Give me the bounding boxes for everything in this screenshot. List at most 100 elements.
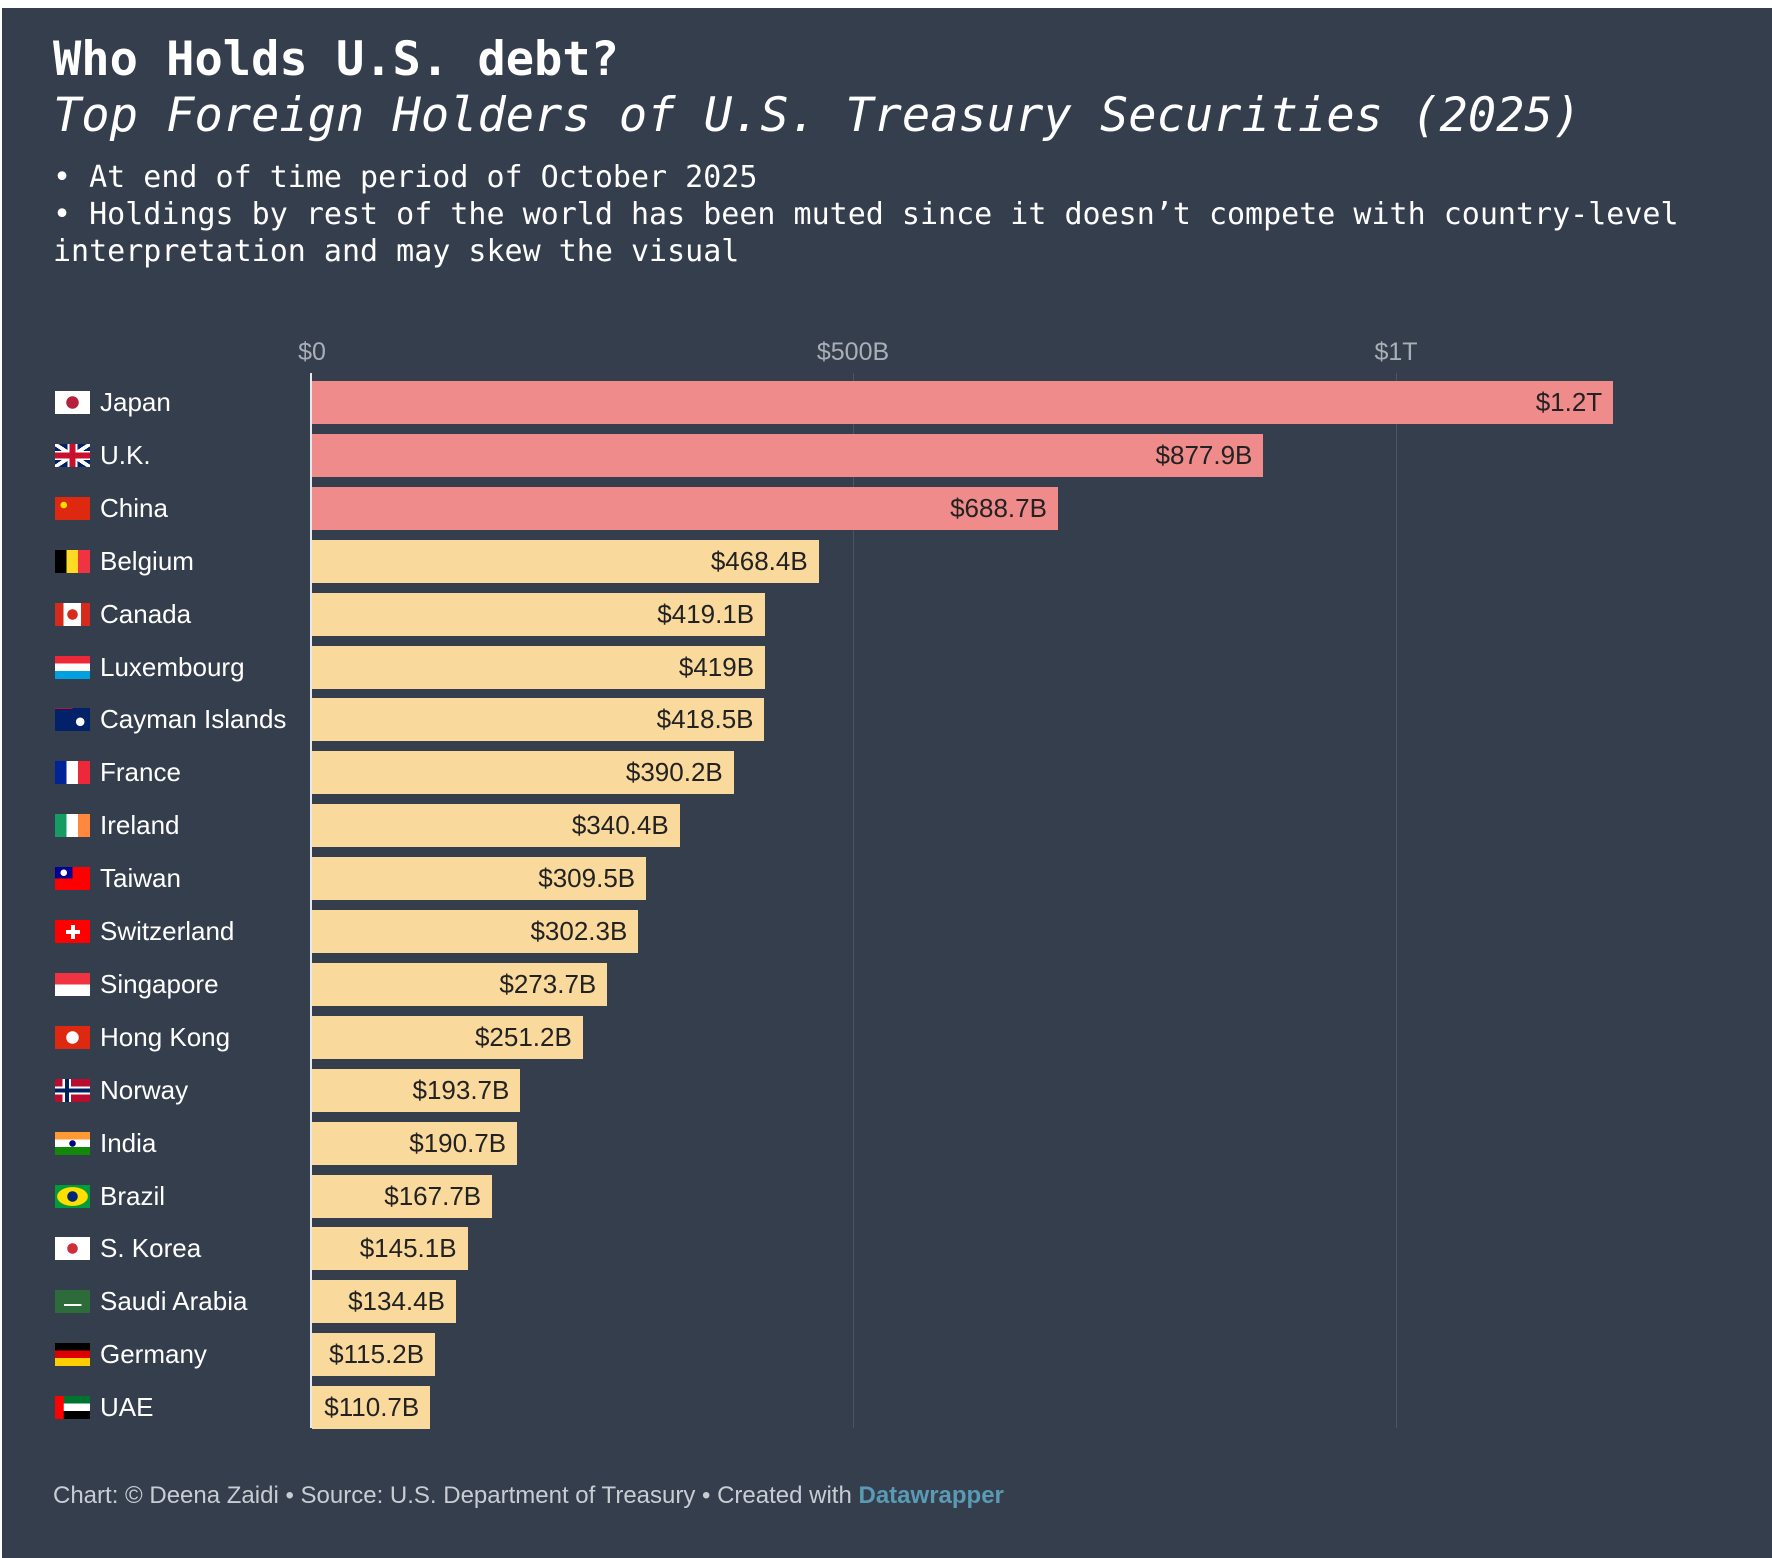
category-label: Luxembourg	[100, 651, 245, 682]
note-line-3: interpretation and may skew the visual	[53, 234, 740, 269]
datawrapper-link[interactable]: Datawrapper	[858, 1482, 1004, 1509]
bar-value-label: $418.5B	[656, 704, 754, 735]
bar-value-label: $340.4B	[571, 810, 669, 841]
category-label: Switzerland	[100, 916, 235, 946]
gridline	[853, 373, 854, 1428]
bar-value-label: $110.7B	[324, 1392, 420, 1423]
category-label: Germany	[100, 1339, 207, 1370]
chart-container: Who Holds U.S. debt? Top Foreign Holders…	[2, 8, 1772, 1558]
note-line-2: • Holdings by rest of the world has been…	[53, 197, 1679, 232]
bar-value-label: $390.2B	[625, 757, 723, 788]
bar[interactable]	[312, 751, 734, 795]
bar-value-label: $115.2B	[329, 1339, 425, 1370]
bar[interactable]	[312, 539, 819, 583]
bar-value-label: $145.1B	[359, 1233, 457, 1264]
bar[interactable]	[312, 1015, 583, 1059]
flag-india-icon	[55, 1131, 90, 1155]
x-tick-label: $0	[298, 338, 326, 366]
flag-japan-icon	[55, 391, 90, 414]
category-label: India	[100, 1127, 157, 1158]
row-label: China	[55, 487, 168, 530]
row-label: Germany	[55, 1333, 207, 1376]
flag-ireland-icon	[55, 814, 90, 838]
chart-title: Who Holds U.S. debt?	[53, 32, 619, 87]
category-label: Hong Kong	[100, 1021, 231, 1052]
row-label: Ireland	[55, 804, 180, 847]
bar[interactable]	[312, 433, 1264, 477]
bar-value-label: $1.2T	[1535, 387, 1603, 417]
row-label: France	[55, 751, 181, 794]
bar-value-label: $877.9B	[1155, 439, 1253, 470]
flag-saudi-arabia-icon	[55, 1290, 90, 1314]
bar[interactable]	[312, 1280, 456, 1324]
flag-south-korea-icon	[55, 1237, 90, 1261]
chart-subtitle: Top Foreign Holders of U.S. Treasury Sec…	[53, 88, 1582, 143]
flag-canada-icon	[55, 602, 90, 626]
category-label: France	[100, 757, 181, 788]
bar-value-label: $309.5B	[538, 863, 636, 894]
row-label: Brazil	[55, 1175, 165, 1218]
bar-value-label: $193.7B	[412, 1074, 510, 1105]
flag-singapore-icon	[55, 972, 90, 996]
bar[interactable]	[312, 645, 766, 689]
category-label: Belgium	[100, 545, 194, 576]
category-label: Japan	[100, 387, 171, 417]
bar-value-label: $167.7B	[384, 1180, 482, 1211]
bar-value-label: $134.4B	[348, 1286, 445, 1317]
bar[interactable]	[312, 1068, 521, 1112]
bar[interactable]	[312, 698, 765, 742]
bar[interactable]	[312, 804, 680, 848]
flag-taiwan-icon	[55, 867, 90, 891]
bar-value-label: $251.2B	[474, 1021, 572, 1052]
bar[interactable]	[312, 1227, 468, 1271]
flag-luxembourg-icon	[55, 655, 90, 679]
category-label: Saudi Arabia	[100, 1286, 248, 1317]
flag-germany-icon	[55, 1343, 90, 1367]
bar[interactable]	[312, 1333, 436, 1377]
category-label: Norway	[100, 1074, 189, 1105]
footer-text: Chart: © Deena Zaidi • Source: U.S. Depa…	[53, 1482, 859, 1509]
bar-value-label: $468.4B	[710, 545, 808, 576]
flag-france-icon	[55, 761, 90, 785]
category-label: S. Korea	[100, 1233, 202, 1264]
bar-value-label: $419.1B	[657, 598, 755, 629]
row-label: U.K.	[55, 434, 151, 477]
row-label: Singapore	[55, 963, 219, 1006]
flag-uk-icon	[55, 443, 90, 467]
row-label: Saudi Arabia	[55, 1280, 247, 1323]
bar[interactable]	[312, 592, 766, 636]
bar-value-label: $273.7B	[499, 968, 597, 999]
row-label: India	[55, 1122, 156, 1165]
gridline	[1396, 373, 1397, 1428]
category-label: Singapore	[100, 968, 219, 999]
category-label: U.K.	[100, 439, 151, 470]
note-line-1: • At end of time period of October 2025	[53, 160, 758, 195]
bar[interactable]	[312, 857, 647, 901]
bar[interactable]	[312, 1386, 431, 1430]
bar[interactable]	[312, 1174, 493, 1218]
bar[interactable]	[312, 1121, 518, 1165]
footer-credit: Chart: © Deena Zaidi • Source: U.S. Depa…	[53, 1482, 1004, 1510]
flag-brazil-icon	[55, 1184, 90, 1208]
bar[interactable]	[312, 910, 639, 953]
zero-axis-line	[310, 373, 312, 1428]
bar-value-label: $190.7B	[409, 1127, 507, 1158]
bar[interactable]	[312, 962, 608, 1006]
bar[interactable]	[312, 381, 1614, 424]
flag-uae-icon	[55, 1396, 90, 1420]
category-label: Brazil	[100, 1180, 166, 1211]
row-label: Switzerland	[55, 910, 234, 953]
row-label: Canada	[55, 593, 191, 636]
bar[interactable]	[312, 486, 1058, 530]
bar-value-label: $302.3B	[530, 916, 628, 946]
category-label: Cayman Islands	[100, 704, 287, 735]
row-label: UAE	[55, 1386, 153, 1429]
flag-cayman-islands-icon	[55, 708, 90, 732]
flag-hong-kong-icon	[55, 1025, 90, 1049]
bar-value-label: $688.7B	[950, 492, 1047, 523]
row-label: Cayman Islands	[55, 698, 286, 741]
row-label: Hong Kong	[55, 1016, 230, 1059]
category-label: Ireland	[100, 810, 180, 841]
flag-china-icon	[55, 496, 90, 520]
flag-norway-icon	[55, 1078, 90, 1102]
